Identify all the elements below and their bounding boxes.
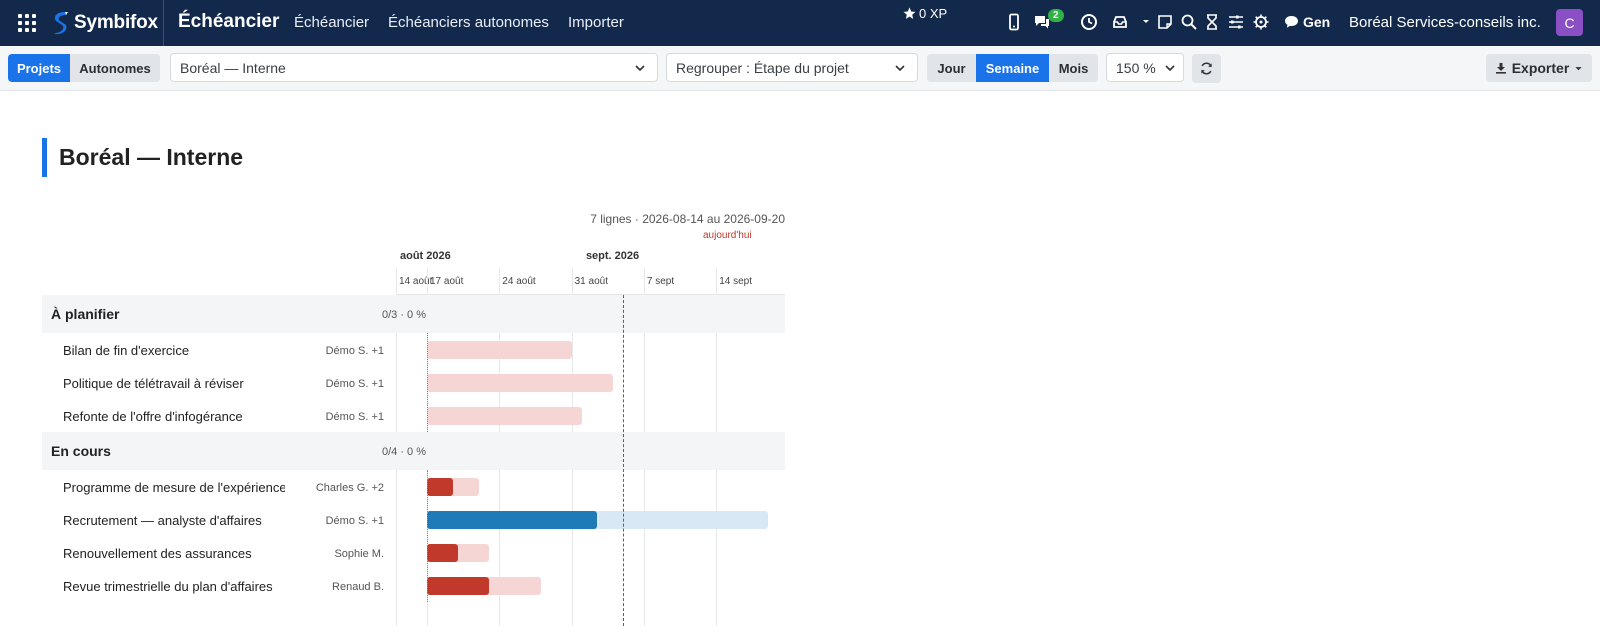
apps-grid-icon[interactable] [18, 14, 36, 32]
chart-range-summary: 7 lignes · 2026-08-14 au 2026-09-20 [590, 212, 785, 226]
inbox-icon[interactable] [1111, 13, 1129, 31]
group-row: À planifier 0/3 · 0 % [42, 295, 785, 333]
task-owner: Démo S. +1 [325, 515, 384, 527]
top-navbar: Symbifox Échéancier Échéancier Échéancie… [0, 0, 1600, 46]
nav-link-echeanciers-autonomes[interactable]: Échéanciers autonomes [388, 14, 549, 31]
task-bar-progress [426, 511, 598, 529]
xp-value: 0 XP [919, 6, 948, 21]
organization-name[interactable]: Boréal Services-conseils inc. [1349, 14, 1541, 31]
download-icon [1495, 63, 1506, 74]
chevron-down-icon [1165, 65, 1175, 72]
task-name[interactable]: Refonte de l'offre d'infogérance [63, 409, 243, 424]
task-name[interactable]: Revue trimestrielle du plan d'affaires [63, 579, 273, 594]
group-start-marker [427, 333, 428, 432]
group-start-marker [427, 470, 428, 602]
week-tick-label: 14 sept [719, 276, 753, 287]
week-tick-label: 7 sept [646, 276, 675, 287]
group-by-select[interactable]: Regrouper : Étape du projet [666, 53, 918, 82]
group-name[interactable]: À planifier [51, 306, 120, 322]
tab-jour[interactable]: Jour [927, 54, 976, 82]
week-tick-label: 14 août [399, 276, 433, 287]
task-name[interactable]: Programme de mesure de l'expérience clie… [63, 480, 285, 495]
task-name[interactable]: Recrutement — analyste d'affaires [63, 513, 262, 528]
refresh-button[interactable] [1192, 54, 1221, 83]
user-avatar[interactable]: C [1556, 9, 1583, 36]
group-by-value: Regrouper : Étape du projet [676, 59, 849, 76]
chevron-down-icon [635, 65, 645, 72]
task-owner: Sophie M. [334, 548, 384, 560]
brand-name: Symbifox [74, 12, 158, 33]
chat-icon[interactable] [1033, 13, 1051, 31]
tab-projets[interactable]: Projets [8, 54, 70, 82]
messages-badge: 2 [1048, 9, 1064, 22]
task-name[interactable]: Politique de télétravail à réviser [63, 376, 244, 391]
group-progress-stat: 0/3 · 0 % [381, 309, 426, 321]
mobile-icon[interactable] [1005, 13, 1023, 31]
task-bar-progress [426, 544, 458, 562]
export-button[interactable]: Exporter [1486, 54, 1592, 82]
sticky-note-icon[interactable] [1156, 13, 1174, 31]
task-owner: Démo S. +1 [325, 345, 384, 357]
clock-icon[interactable] [1080, 13, 1098, 31]
task-bar-progress [426, 577, 490, 595]
group-progress-stat: 0/4 · 0 % [381, 446, 426, 458]
page-title: Boréal — Interne [42, 138, 243, 177]
brand-logo[interactable]: Symbifox [50, 10, 158, 36]
comment-icon [1285, 16, 1298, 28]
schedule-toolbar: Projets Autonomes Boréal — Interne Regro… [0, 46, 1600, 91]
week-tick-label: 31 août [574, 276, 608, 287]
zoom-value: 150 % [1116, 59, 1156, 76]
nav-link-echeancier[interactable]: Échéancier [294, 14, 370, 31]
settings-gear-icon[interactable] [1252, 13, 1270, 31]
group-name[interactable]: En cours [51, 443, 111, 459]
task-owner: Charles G. +2 [315, 482, 384, 494]
month-label: août 2026 [400, 250, 451, 262]
week-tick-label: 17 août [429, 276, 464, 287]
caret-down-icon [1575, 66, 1582, 70]
project-select-value: Boréal — Interne [180, 59, 286, 76]
task-name[interactable]: Renouvellement des assurances [63, 546, 252, 561]
hourglass-icon[interactable] [1203, 13, 1221, 31]
navbar-divider [163, 0, 164, 46]
tab-semaine[interactable]: Semaine [976, 54, 1049, 82]
task-owner: Démo S. +1 [325, 411, 384, 423]
search-icon[interactable] [1180, 13, 1198, 31]
project-select[interactable]: Boréal — Interne [170, 53, 658, 82]
today-label: aujourd'hui [703, 230, 752, 241]
task-bar[interactable] [426, 407, 582, 425]
refresh-icon [1201, 62, 1212, 75]
task-bar[interactable] [426, 341, 572, 359]
task-bar[interactable] [426, 374, 613, 392]
chevron-down-icon[interactable] [1137, 13, 1155, 31]
timeline-header-divider [396, 294, 785, 295]
star-icon [903, 7, 916, 19]
chevron-down-icon [895, 65, 905, 72]
task-name[interactable]: Bilan de fin d'exercice [63, 343, 190, 358]
xp-counter[interactable]: 0 XP [903, 6, 947, 21]
today-line [623, 295, 625, 626]
group-row: En cours 0/4 · 0 % [42, 432, 785, 470]
task-bar-progress [426, 478, 453, 496]
gen-label: Gen [1303, 14, 1331, 30]
time-scale-toggle: Jour Semaine Mois [927, 54, 1098, 82]
view-toggle: Projets Autonomes [8, 54, 160, 82]
gen-assistant-button[interactable]: Gen [1284, 14, 1330, 30]
nav-link-importer[interactable]: Importer [568, 14, 624, 31]
month-label: sept. 2026 [585, 250, 640, 262]
task-owner: Renaud B. [332, 581, 384, 593]
sliders-icon[interactable] [1227, 13, 1245, 31]
symbifox-logo-icon [54, 12, 68, 35]
week-tick-label: 24 août [502, 276, 536, 287]
zoom-select[interactable]: 150 % [1106, 53, 1184, 82]
tab-autonomes[interactable]: Autonomes [70, 54, 160, 82]
export-label: Exporter [1511, 60, 1570, 76]
tab-mois[interactable]: Mois [1049, 54, 1098, 82]
app-title[interactable]: Échéancier [178, 11, 280, 32]
task-owner: Démo S. +1 [325, 378, 384, 390]
